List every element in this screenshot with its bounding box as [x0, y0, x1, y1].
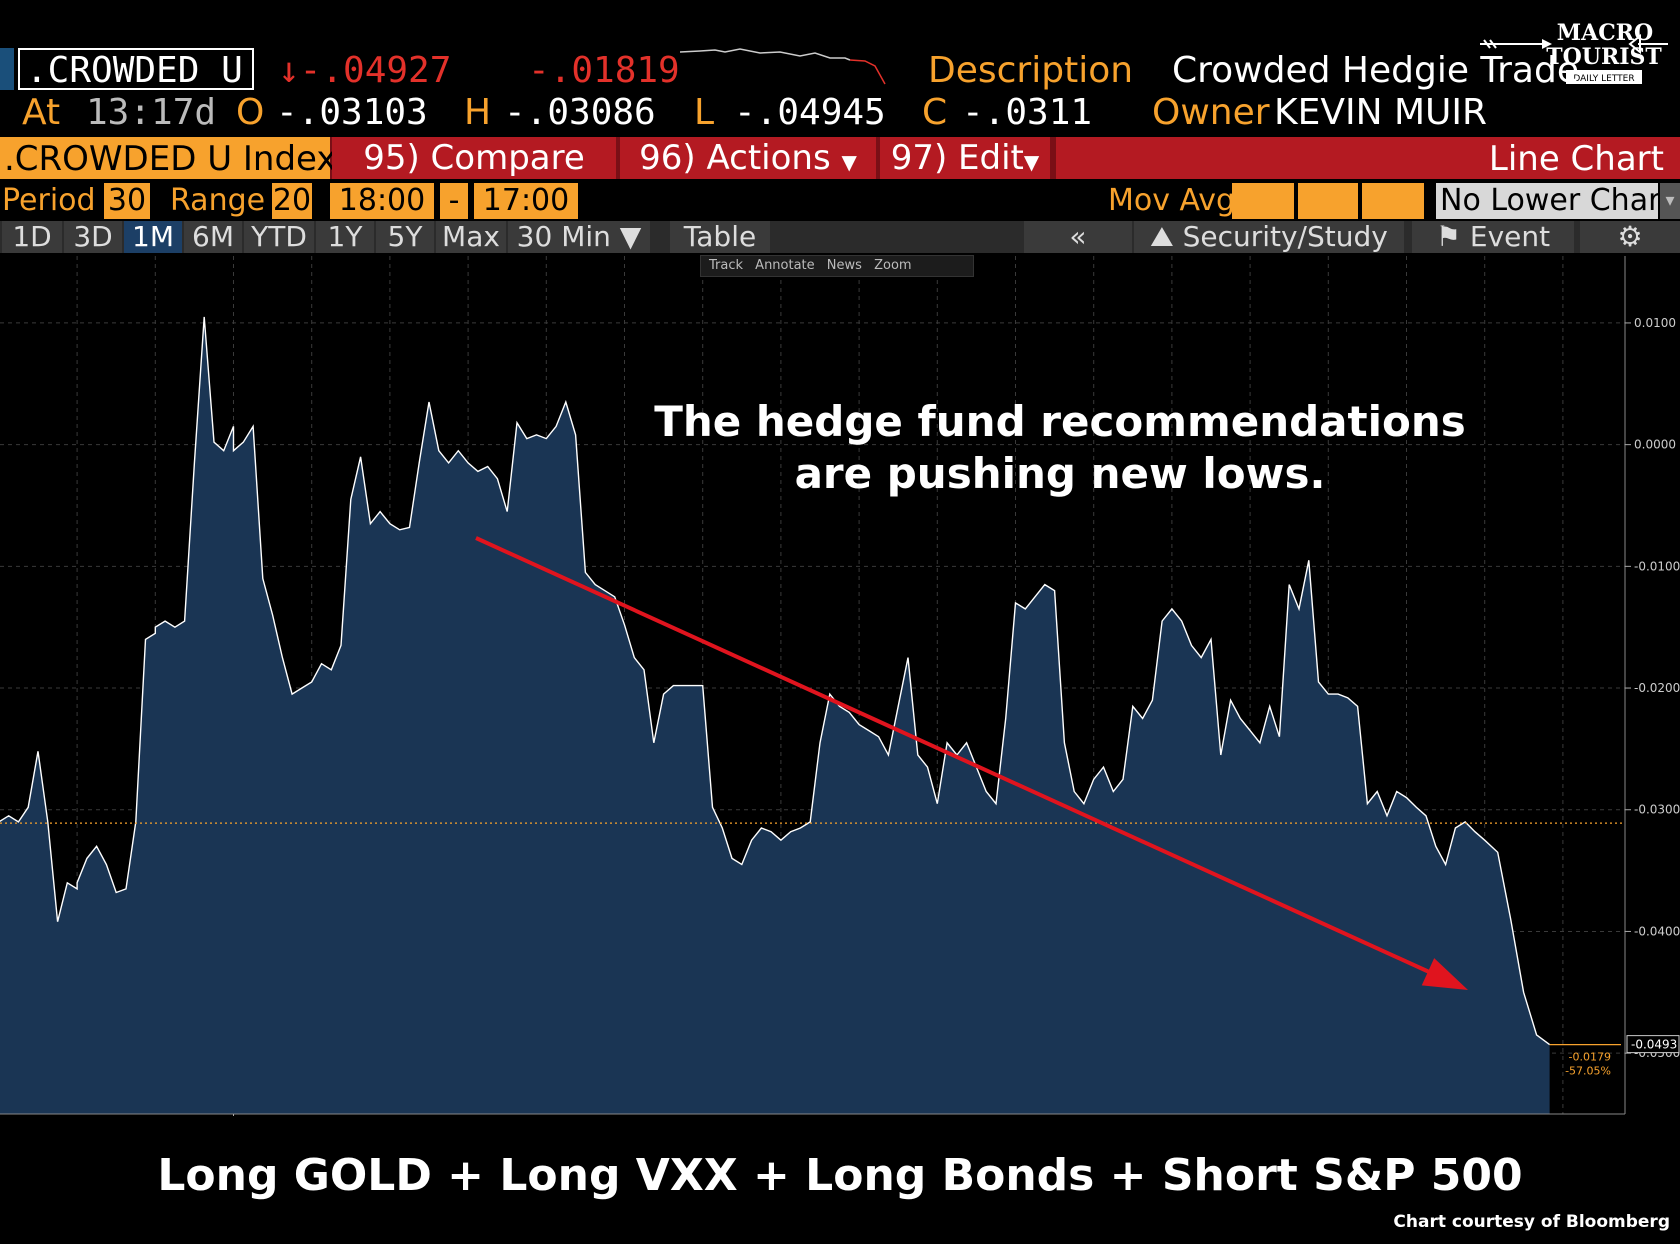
actions-label: 96) Actions	[639, 138, 831, 178]
last-value-label: -0.0493	[1631, 1038, 1677, 1052]
mov-avg-label: Mov Avg	[1108, 183, 1236, 218]
chevron-down-icon: ▼	[841, 150, 857, 174]
change-label: -0.0179	[1569, 1051, 1611, 1064]
start-time-field[interactable]: 18:00	[330, 183, 434, 219]
annotation-line-1: The hedge fund recommendations	[654, 397, 1466, 446]
chart-caption: Long GOLD + Long VXX + Long Bonds + Shor…	[157, 1150, 1523, 1201]
macro-tourist-logo: MACRO TOURIST DAILY LETTER	[1480, 10, 1670, 88]
study-chart-icon: ⛰	[1150, 220, 1174, 253]
net-change: -.01819	[528, 50, 680, 91]
trend-arrow	[475, 536, 1439, 978]
table-button[interactable]: Table	[670, 221, 770, 253]
trend-arrow-head	[1421, 958, 1468, 990]
last-change: ↓-.04927	[278, 50, 452, 91]
range-dash: -	[440, 183, 468, 219]
logo-line3: DAILY LETTER	[1573, 74, 1634, 84]
tab-3d[interactable]: 3D	[64, 221, 122, 253]
event-label: Event	[1469, 220, 1551, 253]
range-label: Range	[170, 183, 266, 218]
owner-value: KEVIN MUIR	[1274, 92, 1488, 133]
chart-type-selector[interactable]: Line Chart	[1056, 137, 1680, 179]
collapse-button[interactable]: «	[1024, 221, 1132, 253]
compare-button[interactable]: 95) Compare	[332, 137, 616, 179]
tab-6m[interactable]: 6M	[184, 221, 242, 253]
y-tick-label: -0.0400	[1634, 924, 1680, 938]
logo-line1: MACRO	[1557, 20, 1653, 46]
high-value: -.03086	[504, 92, 656, 133]
tab-ytd[interactable]: YTD	[244, 221, 314, 253]
edit-label: 97) Edit	[890, 138, 1024, 178]
chart-credit: Chart courtesy of Bloomberg	[1393, 1212, 1670, 1232]
annotate-tool[interactable]: Annotate	[755, 258, 815, 273]
mov-avg-field-3[interactable]	[1362, 183, 1424, 219]
edit-button[interactable]: 97) Edit▼	[880, 137, 1050, 179]
high-label: H	[464, 92, 492, 133]
event-button[interactable]: ⚑ Event	[1412, 221, 1574, 253]
actions-button[interactable]: 96) Actions ▼	[620, 137, 876, 179]
last-value-labels: -0.0493 -0.0179-57.05%	[1549, 1035, 1680, 1078]
y-tick-label: -0.0200	[1634, 681, 1680, 695]
open-value: -.03103	[276, 92, 428, 133]
chevron-down-icon[interactable]: ▾	[1660, 183, 1680, 219]
low-label: L	[694, 92, 715, 133]
tab-1y[interactable]: 1Y	[316, 221, 374, 253]
end-time-field[interactable]: 17:00	[474, 183, 578, 219]
tab-1d[interactable]: 1D	[2, 221, 62, 253]
index-label[interactable]: .CROWDED U Index	[0, 137, 337, 179]
low-value: -.04945	[734, 92, 886, 133]
zoom-tool[interactable]: Zoom	[874, 258, 912, 273]
tab-1m[interactable]: 1M	[124, 221, 182, 253]
pct-change-label: -57.05%	[1565, 1065, 1611, 1078]
last-value-box	[1626, 1035, 1680, 1054]
security-study-label: Security/Study	[1182, 220, 1388, 253]
ticker-color-strip	[0, 48, 14, 90]
period-label: Period	[2, 183, 96, 218]
y-axis: 0.0100 0.0000 -0.0100 -0.0200 -0.0300 -0.0400…	[1624, 256, 1680, 1114]
y-tick-label: 0.0100	[1634, 316, 1676, 330]
flag-icon: ⚑	[1435, 220, 1461, 253]
chevron-down-icon: ▼	[1023, 150, 1040, 174]
close-label: C	[922, 92, 948, 133]
tab-5y[interactable]: 5Y	[376, 221, 434, 253]
tab-max[interactable]: Max	[436, 221, 506, 253]
range-field[interactable]: 20	[272, 183, 312, 219]
x-axis: 2728290203040506091011121316171819202324…	[0, 1113, 1625, 1116]
security-study-button[interactable]: ⛰ Security/Study	[1134, 221, 1404, 253]
series-line	[0, 316, 1551, 1046]
mov-avg-field-2[interactable]	[1298, 183, 1358, 219]
period-field[interactable]: 30	[104, 183, 150, 219]
ticker-input[interactable]: .CROWDED U	[18, 48, 254, 91]
quote-time: 13:17d	[86, 92, 217, 133]
logo-line2: TOURIST	[1546, 44, 1662, 70]
sparkline	[680, 48, 886, 85]
description-value: Crowded Hedgie Trade	[1172, 50, 1579, 91]
open-label: O	[236, 92, 265, 133]
chart-mini-toolbar: Track Annotate News Zoom	[700, 255, 974, 277]
close-value: -.0311	[962, 92, 1093, 133]
news-tool[interactable]: News	[826, 258, 862, 273]
interval-select[interactable]: 30 Min ▼	[508, 221, 650, 253]
at-label: At	[22, 92, 61, 133]
chart-annotation: The hedge fund recommendations are pushi…	[600, 396, 1520, 500]
logo-graphic: MACRO TOURIST DAILY LETTER	[1480, 20, 1668, 84]
gear-icon[interactable]: ⚙	[1580, 221, 1680, 253]
lower-chart-select[interactable]: No Lower Chart	[1436, 183, 1672, 219]
y-tick-label: 0.0000	[1634, 438, 1676, 452]
mov-avg-field-1[interactable]	[1232, 183, 1294, 219]
description-label: Description	[928, 50, 1134, 91]
annotation-line-2: are pushing new lows.	[794, 449, 1326, 498]
track-tool[interactable]: Track	[709, 258, 744, 273]
y-tick-label: -0.0300	[1634, 803, 1680, 817]
price-chart[interactable]: 0.0100 0.0000 -0.0100 -0.0200 -0.0300 -0.0400…	[0, 256, 1680, 1116]
series-area	[0, 316, 1550, 1114]
y-tick-label: -0.0100	[1634, 559, 1680, 573]
owner-label: Owner	[1152, 92, 1270, 133]
